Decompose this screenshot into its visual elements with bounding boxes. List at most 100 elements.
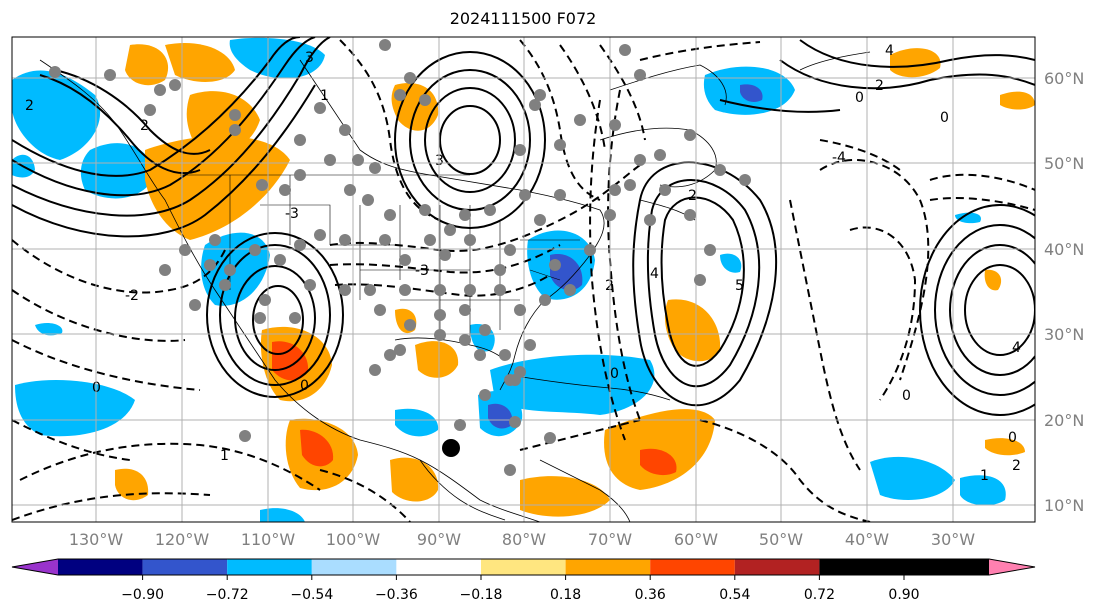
gray-dot	[259, 294, 271, 306]
gray-dot	[609, 184, 621, 196]
lat-label: 20°N	[1044, 411, 1084, 430]
colorbar-tick-label: −0.54	[290, 587, 333, 603]
gray-dot	[549, 259, 561, 271]
contour-label: -2	[125, 288, 139, 304]
contour-label: 5	[735, 278, 744, 294]
colorbar-segment	[396, 559, 481, 575]
shade-orange	[125, 44, 169, 86]
gray-dot	[434, 329, 446, 341]
lon-label: 70°W	[588, 530, 632, 549]
gray-dot	[249, 244, 261, 256]
shade-blue	[80, 143, 155, 199]
gray-dot	[369, 364, 381, 376]
shade-orange	[604, 409, 715, 490]
gray-dot	[504, 244, 516, 256]
gray-dot	[229, 124, 241, 136]
gray-dot	[564, 284, 576, 296]
colorbar-segment	[142, 559, 228, 575]
gray-dot	[584, 244, 596, 256]
gray-dot	[289, 312, 301, 324]
gray-dot	[714, 164, 726, 176]
gray-dot	[144, 104, 156, 116]
gray-dot	[209, 234, 221, 246]
colorbar-segment	[227, 559, 312, 575]
contour-label: 4	[650, 266, 659, 282]
contour-label: 0	[940, 110, 949, 126]
contour-label: 0	[855, 90, 864, 106]
shade-red	[640, 448, 677, 476]
shade-orange	[985, 438, 1025, 456]
gray-dot	[554, 139, 566, 151]
map-frame	[11, 36, 1036, 523]
colorbar-tick-label: 0.54	[719, 587, 750, 603]
lat-label: 50°N	[1044, 154, 1084, 173]
gray-dot	[224, 264, 236, 276]
gray-dot	[304, 279, 316, 291]
colorbar-segment	[734, 559, 820, 575]
gray-dot	[404, 319, 416, 331]
longitude-labels: 130°W 120°W 110°W 100°W 90°W 80°W 70°W 6…	[69, 530, 975, 549]
shade-blue	[955, 212, 981, 224]
gray-dot	[684, 129, 696, 141]
lat-label: 30°N	[1044, 325, 1084, 344]
gray-dot	[464, 284, 476, 296]
negative-contours	[12, 39, 1035, 522]
gray-dot	[204, 259, 216, 271]
gray-dot	[339, 234, 351, 246]
map-title: 2024111500 F072	[449, 9, 597, 28]
gray-dot	[464, 234, 476, 246]
gray-dot	[424, 234, 436, 246]
contour-label: 1	[320, 88, 329, 104]
gray-dot	[694, 274, 706, 286]
gray-dot	[604, 209, 616, 221]
gray-dot	[384, 209, 396, 221]
gray-dot	[419, 94, 431, 106]
gray-dots-layer	[49, 39, 751, 476]
contour-label: 0	[610, 366, 619, 382]
colorbar-tick-label: 0.72	[804, 587, 835, 603]
gray-dot	[474, 349, 486, 361]
gray-dot	[256, 179, 268, 191]
colorbar-tick-label: 0.36	[635, 587, 666, 603]
shade-orange	[1000, 91, 1035, 110]
shade-blue	[395, 408, 439, 437]
contour-label: 4	[885, 43, 894, 59]
shade-blue	[15, 380, 135, 437]
lat-label: 60°N	[1044, 69, 1084, 88]
gray-dot	[554, 189, 566, 201]
gray-dot	[519, 189, 531, 201]
gray-dot	[384, 349, 396, 361]
colorbar-tick-label: 0.18	[550, 587, 581, 603]
gray-dot	[684, 209, 696, 221]
shade-red	[272, 341, 309, 381]
shade-blue	[35, 322, 63, 336]
colorbar-segment	[989, 559, 1035, 575]
black-marker	[442, 439, 460, 457]
gray-dot	[294, 134, 306, 146]
gray-dot	[279, 184, 291, 196]
gray-dot	[324, 154, 336, 166]
gray-dot	[239, 430, 251, 442]
gray-dot	[529, 99, 541, 111]
gray-dot	[219, 279, 231, 291]
gray-dot	[374, 304, 386, 316]
latitude-labels: 60°N 50°N 40°N 30°N 20°N 10°N	[1044, 69, 1084, 515]
shade-orange	[520, 476, 610, 517]
gray-dot	[494, 284, 506, 296]
contour-label: -3	[415, 263, 429, 279]
shaded-anomaly-layer	[12, 37, 1035, 522]
lat-label: 10°N	[1044, 496, 1084, 515]
colorbar-segment	[565, 559, 651, 575]
gray-dot	[394, 344, 406, 356]
gray-dot	[154, 84, 166, 96]
shade-blue	[960, 475, 1006, 506]
lon-label: 60°W	[674, 530, 718, 549]
colorbar-tick-label: −0.18	[460, 587, 503, 603]
contour-label: 2	[688, 188, 697, 204]
gray-dot	[169, 79, 181, 91]
colorbar-tick-label: −0.90	[121, 587, 164, 603]
gray-dot	[509, 416, 521, 428]
shade-red	[300, 429, 334, 467]
gray-dot	[454, 419, 466, 431]
colorbar-tick-label: 0.90	[888, 587, 919, 603]
